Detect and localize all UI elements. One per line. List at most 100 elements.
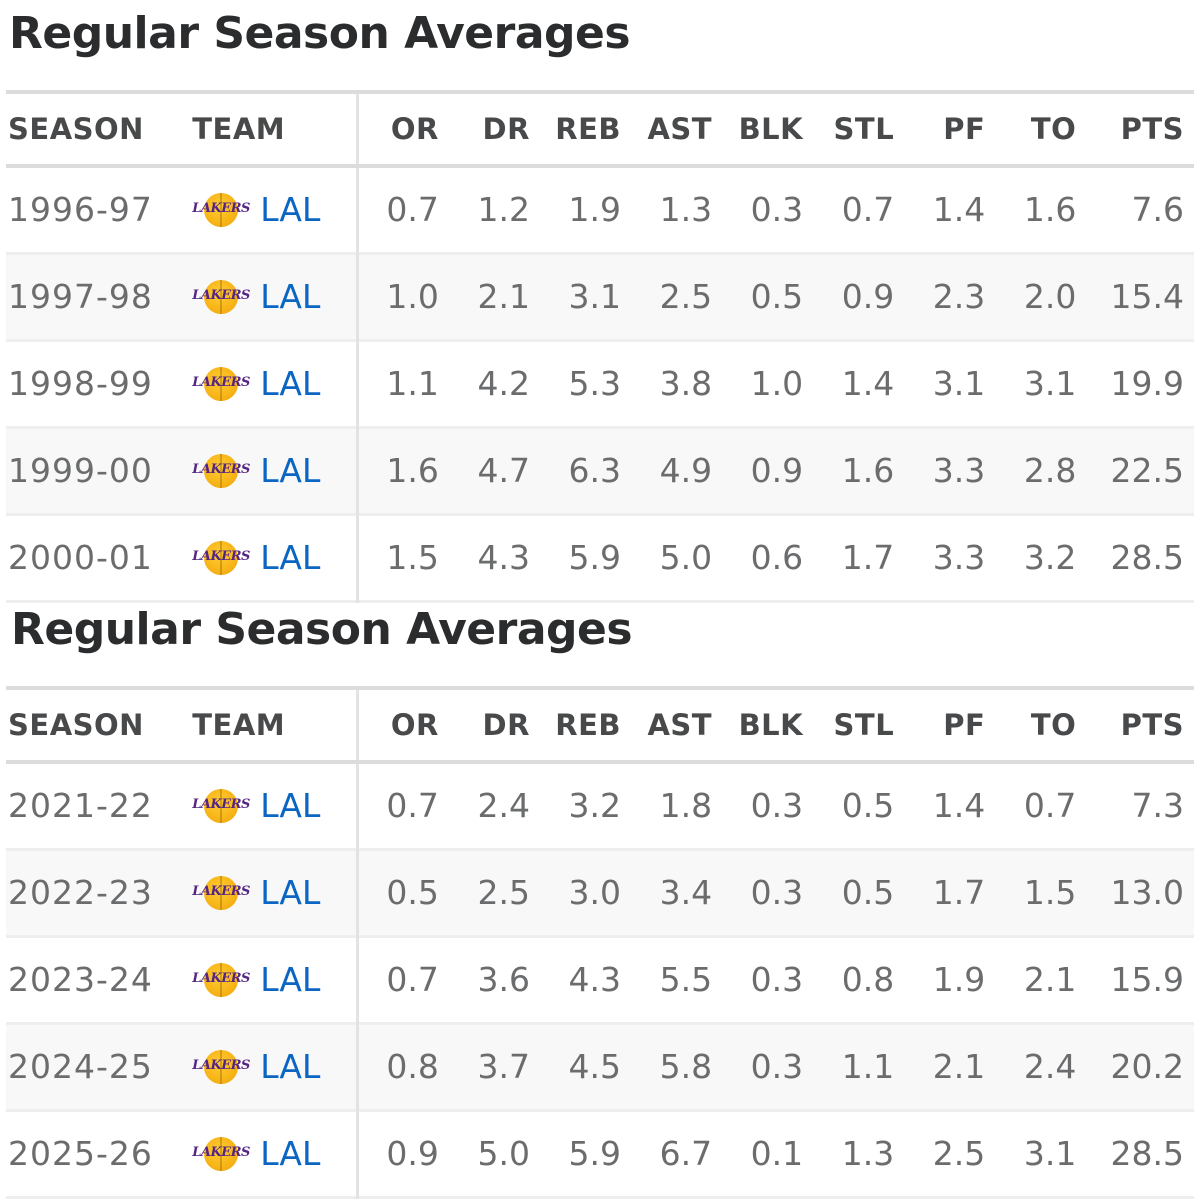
pts-cell: 15.9 [1110, 960, 1184, 999]
season-cell: 2021-22 [8, 786, 153, 826]
column-header-pts[interactable]: PTS [1120, 708, 1184, 742]
reb-cell: 3.0 [539, 849, 632, 936]
pf-cell: 3.3 [904, 427, 996, 514]
lakers-logo-icon[interactable]: LAKERS [192, 788, 250, 824]
team-link[interactable]: LAL [260, 960, 321, 999]
column-header-stl[interactable]: STL [833, 708, 895, 742]
stl-cell: 1.1 [813, 1023, 905, 1110]
column-header-team[interactable]: TEAM [192, 92, 360, 166]
dr-cell: 5.0 [477, 1134, 530, 1173]
dr-cell: 3.7 [448, 1023, 540, 1110]
column-header-stl[interactable]: STL [833, 112, 895, 146]
column-header-blk[interactable]: BLK [738, 708, 804, 742]
reb-cell: 1.9 [568, 190, 622, 230]
table-row: 2024-25 LAKERS LAL 0.8 3.7 4.5 5.8 0.3 1… [6, 1023, 1194, 1110]
pf-cell: 1.7 [904, 849, 996, 936]
to-cell: 1.6 [1023, 190, 1077, 230]
blk-cell: 0.9 [722, 427, 814, 514]
team-link[interactable]: LAL [260, 451, 321, 490]
column-header-or[interactable]: OR [390, 112, 439, 146]
blk-cell: 0.5 [722, 253, 814, 340]
column-header-dr[interactable]: DR [482, 112, 530, 146]
column-header-season[interactable]: SEASON [8, 112, 144, 146]
team-link[interactable]: LAL [260, 190, 321, 230]
team-link[interactable]: LAL [260, 873, 321, 912]
stl-cell: 1.4 [841, 364, 895, 403]
to-cell: 3.1 [1023, 1134, 1077, 1173]
stl-cell: 0.8 [841, 960, 895, 999]
blk-cell: 0.6 [750, 538, 804, 577]
lakers-logo-icon[interactable]: LAKERS [192, 366, 250, 402]
team-link[interactable]: LAL [260, 538, 321, 577]
stl-cell: 0.5 [841, 786, 895, 826]
table-row: 2000-01 LAKERS LAL 1.5 4.3 5.9 5.0 0.6 1… [6, 514, 1194, 601]
lakers-logo-icon[interactable]: LAKERS [192, 1136, 250, 1172]
table-row: 1997-98 LAKERS LAL 1.0 2.1 3.1 2.5 0.5 0… [6, 253, 1194, 340]
table-row: 1998-99 LAKERS LAL 1.1 4.2 5.3 3.8 1.0 1… [6, 340, 1194, 427]
team-cell: LAKERS LAL [192, 427, 360, 514]
lakers-logo-icon[interactable]: LAKERS [192, 453, 250, 489]
pts-cell: 7.3 [1131, 786, 1184, 826]
table-row: 2025-26 LAKERS LAL 0.9 5.0 5.9 6.7 0.1 1… [6, 1110, 1194, 1197]
pts-cell: 22.5 [1086, 427, 1194, 514]
team-link[interactable]: LAL [260, 1134, 321, 1173]
stl-cell: 1.7 [841, 538, 895, 577]
column-header-dr[interactable]: DR [482, 708, 530, 742]
team-link[interactable]: LAL [260, 786, 321, 826]
reb-cell: 4.3 [568, 960, 622, 999]
lakers-logo-icon[interactable]: LAKERS [192, 540, 250, 576]
column-header-ast[interactable]: AST [647, 112, 713, 146]
table-row: 2021-22 LAKERS LAL 0.7 2.4 3.2 1.8 0.3 0… [6, 762, 1194, 849]
ast-cell: 1.8 [659, 786, 713, 826]
column-header-to[interactable]: TO [1030, 708, 1077, 742]
to-cell: 1.5 [995, 849, 1087, 936]
team-link[interactable]: LAL [260, 277, 321, 316]
table-row: 1999-00 LAKERS LAL 1.6 4.7 6.3 4.9 0.9 1… [6, 427, 1194, 514]
or-cell: 0.7 [386, 190, 439, 230]
dr-cell: 4.2 [477, 364, 530, 403]
reb-cell: 3.2 [568, 786, 622, 826]
ast-cell: 1.3 [659, 190, 713, 230]
blk-cell: 0.3 [750, 960, 804, 999]
section-title: Regular Season Averages [9, 8, 631, 59]
reb-cell: 3.1 [539, 253, 632, 340]
column-header-team[interactable]: TEAM [192, 688, 360, 762]
reb-cell: 4.5 [539, 1023, 632, 1110]
season-cell: 2023-24 [8, 960, 153, 999]
column-header-or[interactable]: OR [390, 708, 439, 742]
column-header-blk[interactable]: BLK [738, 112, 804, 146]
lakers-logo-icon[interactable]: LAKERS [192, 1049, 250, 1085]
column-header-to[interactable]: TO [1030, 112, 1077, 146]
column-header-pts[interactable]: PTS [1120, 112, 1184, 146]
lakers-logo-icon[interactable]: LAKERS [192, 962, 250, 998]
team-cell: LAKERS LAL [192, 253, 360, 340]
lakers-logo-icon[interactable]: LAKERS [192, 279, 250, 315]
or-cell: 1.0 [357, 253, 449, 340]
column-header-reb[interactable]: REB [555, 112, 622, 146]
team-link[interactable]: LAL [260, 1047, 321, 1086]
team-link[interactable]: LAL [260, 364, 321, 403]
table-row: 2023-24 LAKERS LAL 0.7 3.6 4.3 5.5 0.3 0… [6, 936, 1194, 1023]
reb-cell: 6.3 [539, 427, 632, 514]
column-header-pf[interactable]: PF [943, 708, 986, 742]
table-header-row: SEASON TEAM OR DR REB AST BLK STL PF TO … [6, 688, 1194, 762]
pts-cell: 13.0 [1086, 849, 1194, 936]
pts-cell: 28.5 [1110, 1134, 1184, 1173]
dr-cell: 2.1 [448, 253, 540, 340]
stl-cell: 1.3 [841, 1134, 895, 1173]
column-header-season[interactable]: SEASON [8, 708, 144, 742]
pf-cell: 3.1 [932, 364, 986, 403]
dr-cell: 2.5 [448, 849, 540, 936]
lakers-logo-icon[interactable]: LAKERS [192, 875, 250, 911]
stl-cell: 0.5 [813, 849, 905, 936]
column-header-ast[interactable]: AST [647, 708, 713, 742]
reb-cell: 5.9 [568, 538, 622, 577]
pts-cell: 20.2 [1086, 1023, 1194, 1110]
column-header-pf[interactable]: PF [943, 112, 986, 146]
season-cell: 2025-26 [8, 1134, 153, 1173]
column-header-reb[interactable]: REB [555, 708, 622, 742]
ast-cell: 5.5 [659, 960, 713, 999]
lakers-logo-icon[interactable]: LAKERS [192, 192, 250, 228]
reb-cell: 5.3 [568, 364, 622, 403]
pf-cell: 2.1 [904, 1023, 996, 1110]
